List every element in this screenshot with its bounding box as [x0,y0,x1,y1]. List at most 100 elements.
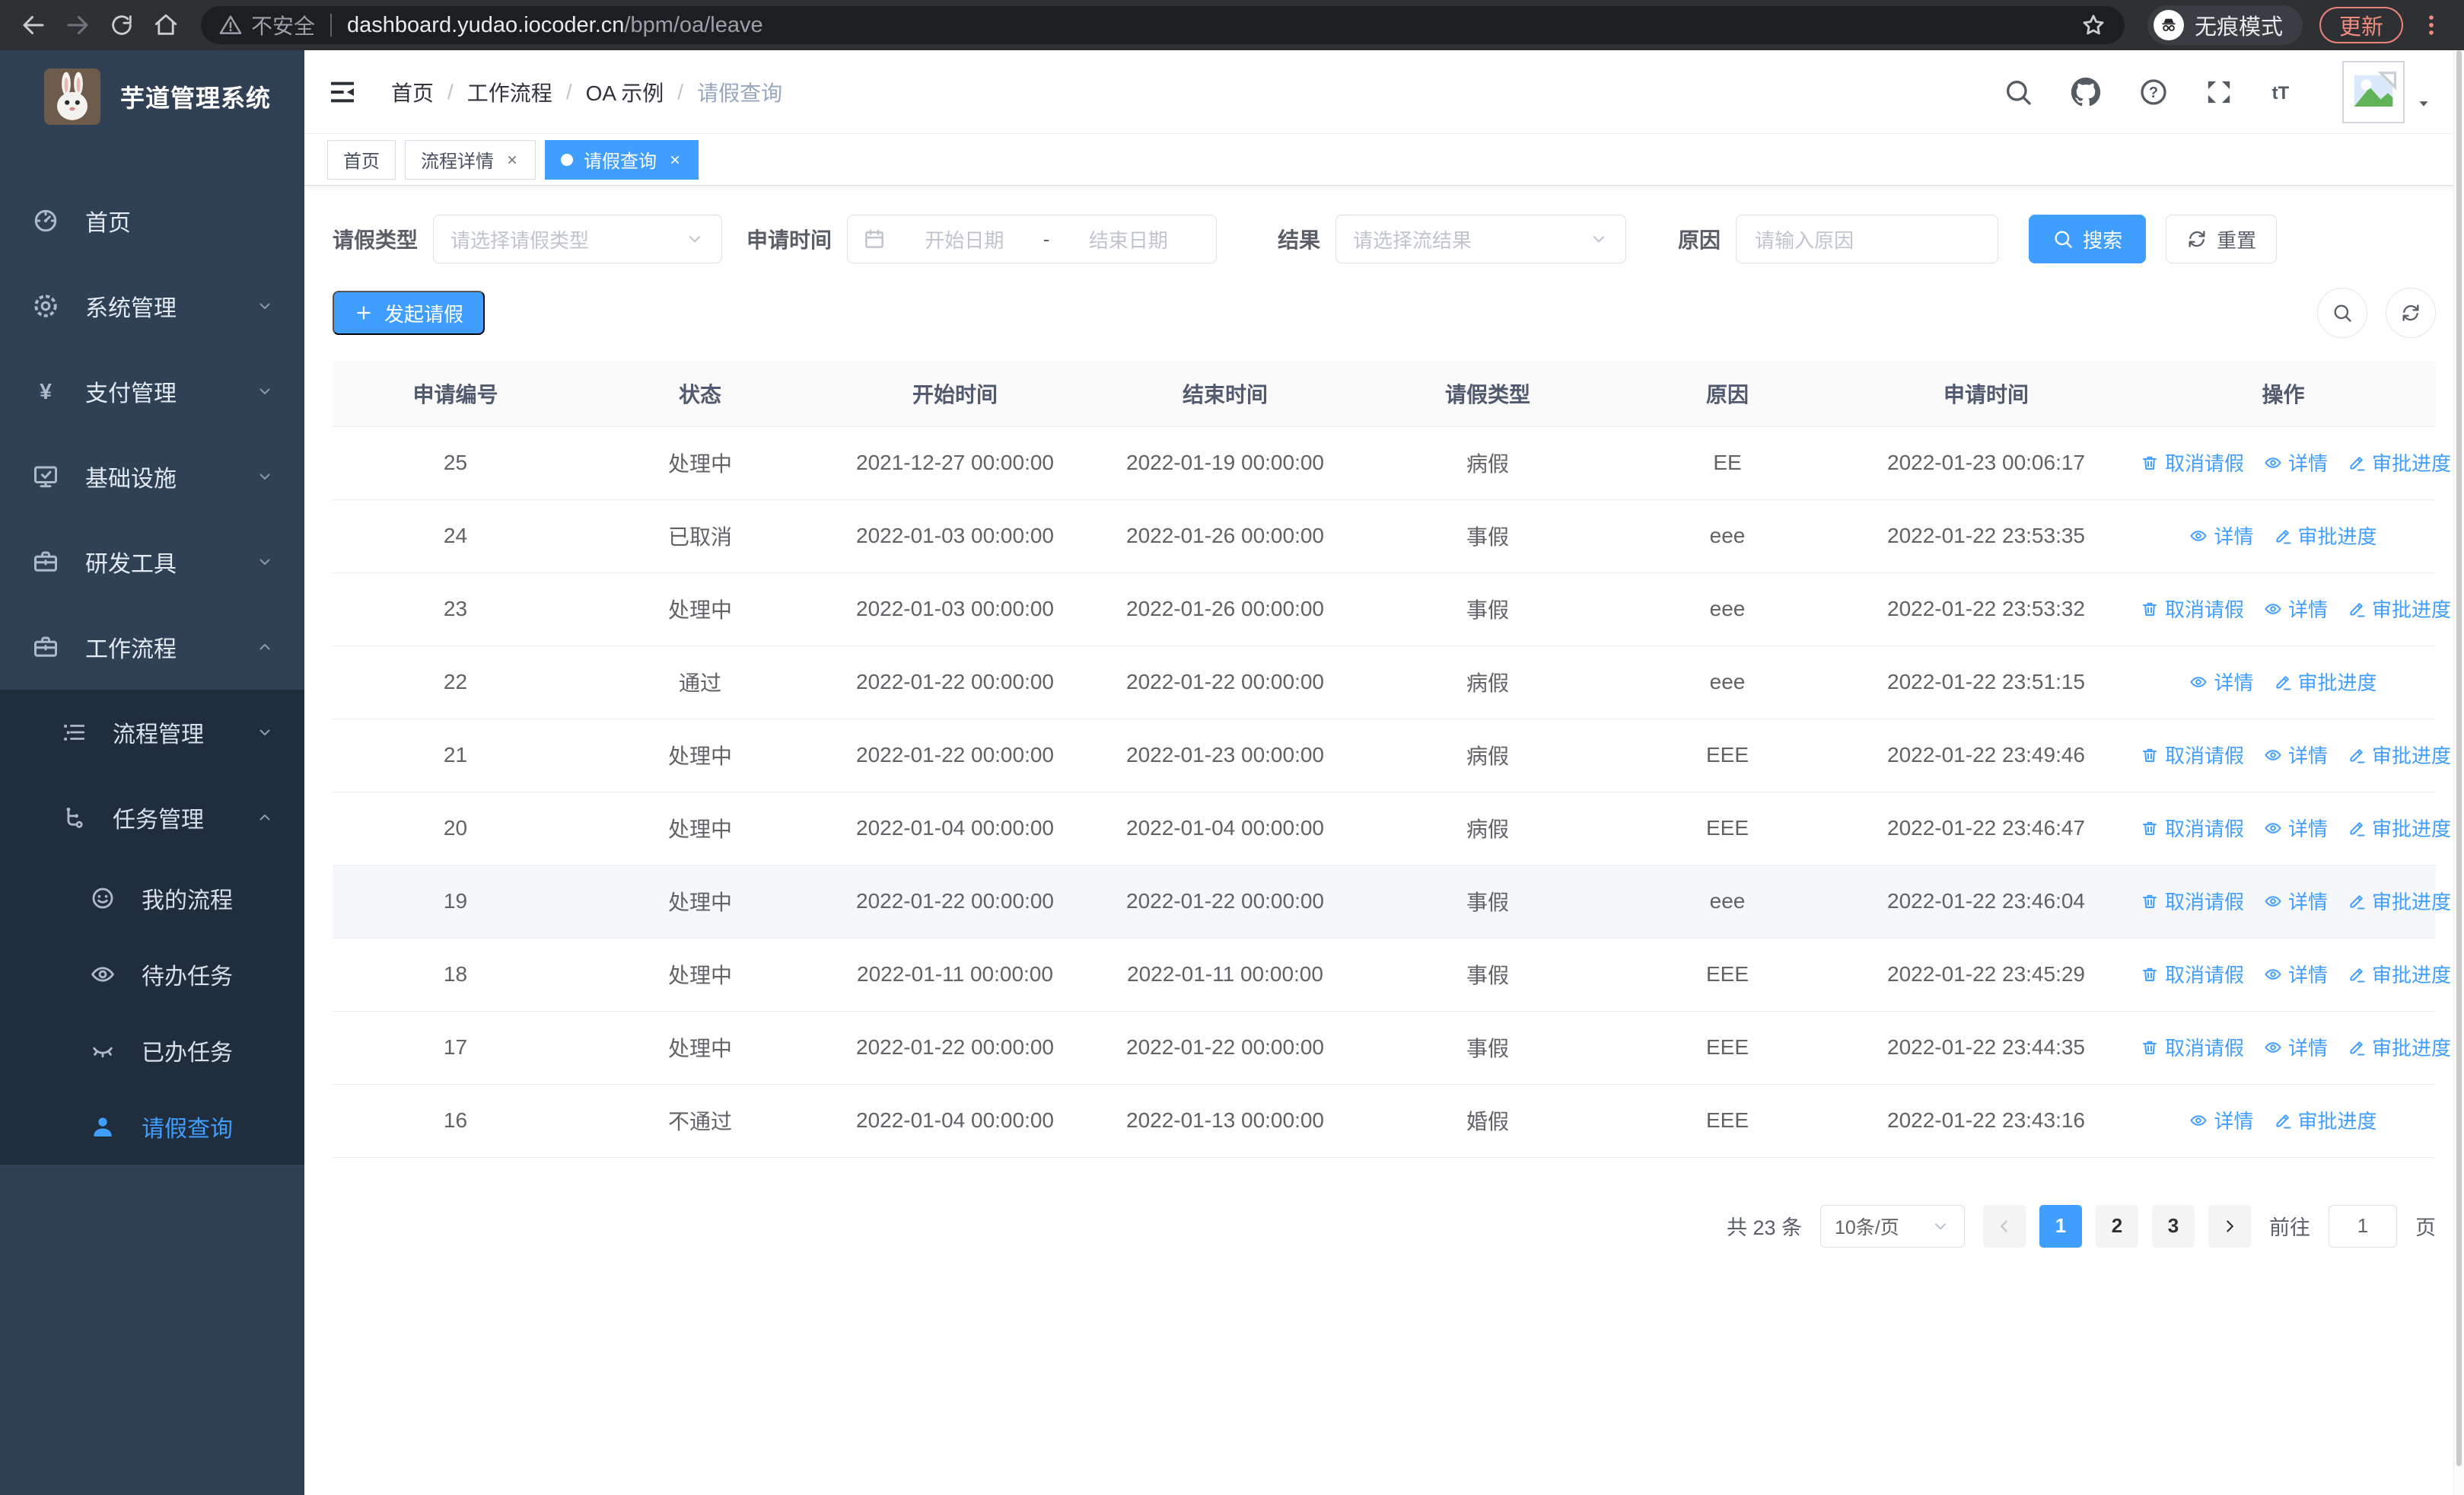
cancel-leave-link[interactable]: 取消请假 [2141,814,2244,842]
bookmark-star-icon[interactable] [2080,12,2106,38]
detail-link[interactable]: 详情 [2264,594,2328,623]
sidebar-item-请假查询[interactable]: 请假查询 [0,1089,304,1165]
scrollbar[interactable] [2453,50,2464,1495]
page-button-3[interactable]: 3 [2152,1204,2195,1248]
approval-progress-link[interactable]: 审批进度 [2348,814,2451,842]
sidebar-item-流程管理[interactable]: 流程管理 [0,690,304,775]
sidebar-item-工作流程[interactable]: 工作流程 [0,604,304,690]
refresh-table-button[interactable] [2386,288,2436,338]
refresh-icon [2400,302,2421,324]
sidebar-item-任务管理[interactable]: 任务管理 [0,775,304,860]
cancel-leave-link[interactable]: 取消请假 [2141,1033,2244,1061]
column-header: 请假类型 [1362,361,1613,427]
view-icon [2264,892,2282,910]
detail-link[interactable]: 详情 [2264,448,2328,477]
page-size-select[interactable]: 10条/页 [1820,1204,1965,1248]
cell-end: 2022-01-22 00:00:00 [1088,865,1362,939]
forward-icon[interactable] [58,5,97,45]
tab-流程详情[interactable]: 流程详情 [405,139,536,180]
tab-请假查询[interactable]: 请假查询 [545,139,699,180]
detail-link[interactable]: 详情 [2264,960,2328,988]
cell-reason: EEE [1613,1084,1842,1158]
approval-progress-link[interactable]: 审批进度 [2348,448,2451,477]
approval-progress-link[interactable]: 审批进度 [2274,668,2377,696]
sidebar-item-基础设施[interactable]: 基础设施 [0,434,304,519]
approval-progress-link[interactable]: 审批进度 [2348,960,2451,988]
github-icon[interactable] [2068,75,2103,110]
address-bar[interactable]: 不安全 dashboard.yudao.iocoder.cn /bpm/oa/l… [201,6,2125,44]
cell-status: 不通过 [578,1084,822,1158]
detail-link[interactable]: 详情 [2264,1033,2328,1061]
next-page-button[interactable] [2208,1204,2251,1248]
chevron-down-icon [2415,95,2432,112]
approval-progress-link[interactable]: 审批进度 [2348,594,2451,623]
sidebar-item-待办任务[interactable]: 待办任务 [0,936,304,1012]
create-leave-button[interactable]: 发起请假 [333,291,485,335]
toggle-search-button[interactable] [2317,288,2367,338]
tab-首页[interactable]: 首页 [327,139,396,180]
sidebar-item-系统管理[interactable]: 系统管理 [0,263,304,349]
close-icon[interactable] [501,148,523,170]
collapse-sidebar-icon[interactable] [327,77,358,107]
breadcrumb-item[interactable]: 工作流程 [466,81,552,105]
page-button-2[interactable]: 2 [2096,1204,2138,1248]
reload-icon[interactable] [102,5,142,45]
cancel-leave-link[interactable]: 取消请假 [2141,887,2244,915]
prev-page-button[interactable] [1983,1204,2026,1248]
search-icon[interactable] [2003,77,2033,107]
table-header-row: 申请编号 状态 开始时间 结束时间 请假类型 原因 申请时间 操作 [333,361,2436,427]
apply-time-range-input[interactable]: 开始日期 - 结束日期 [847,215,1218,263]
cell-apply_time: 2022-01-22 23:46:47 [1842,792,2131,865]
help-icon[interactable]: ? [2138,77,2169,107]
detail-link[interactable]: 详情 [2189,1106,2254,1134]
approval-progress-link[interactable]: 审批进度 [2348,741,2451,769]
leave-type-select[interactable]: 请选择请假类型 [433,215,723,263]
avatar[interactable] [2342,60,2405,123]
result-select[interactable]: 请选择流结果 [1335,215,1627,263]
reason-input[interactable]: 请输入原因 [1736,215,1999,263]
update-button[interactable]: 更新 [2319,7,2403,43]
cancel-leave-link[interactable]: 取消请假 [2141,594,2244,623]
sidebar-item-label: 基础设施 [85,467,177,492]
detail-link[interactable]: 详情 [2264,887,2328,915]
app-logo[interactable]: 芋道管理系统 [0,50,304,143]
cancel-leave-link[interactable]: 取消请假 [2141,741,2244,769]
fullscreen-icon[interactable] [2204,77,2234,107]
chevron-right-icon [2220,1216,2240,1236]
cell-start: 2022-01-22 00:00:00 [822,719,1088,792]
page-button-1[interactable]: 1 [2039,1204,2082,1248]
search-button[interactable]: 搜索 [2029,215,2147,263]
home-icon[interactable] [146,5,186,45]
font-size-icon[interactable]: tT [2269,75,2303,109]
sidebar-item-研发工具[interactable]: 研发工具 [0,519,304,604]
sidebar-item-已办任务[interactable]: 已办任务 [0,1012,304,1089]
goto-page-input[interactable] [2329,1204,2397,1248]
breadcrumb-item: 请假查询 [697,81,783,105]
cell-type: 事假 [1362,1011,1613,1085]
security-label: 不安全 [251,14,316,38]
reset-button[interactable]: 重置 [2166,215,2278,263]
close-icon[interactable] [664,148,686,170]
detail-link[interactable]: 详情 [2189,521,2254,550]
cancel-leave-link[interactable]: 取消请假 [2141,960,2244,988]
detail-link-label: 详情 [2214,525,2254,549]
approval-progress-link[interactable]: 审批进度 [2348,1033,2451,1061]
cancel-leave-link[interactable]: 取消请假 [2141,448,2244,477]
approval-progress-link[interactable]: 审批进度 [2274,521,2377,550]
browser-menu-icon[interactable] [2418,12,2444,38]
cell-type: 病假 [1362,792,1613,865]
cell-reason: EEE [1613,1011,1842,1085]
detail-link[interactable]: 详情 [2264,814,2328,842]
approval-progress-link[interactable]: 审批进度 [2348,887,2451,915]
detail-link[interactable]: 详情 [2189,668,2254,696]
user-menu[interactable] [2342,60,2432,123]
breadcrumb-item[interactable]: 首页 [391,81,435,105]
total-count: 共 23 条 [1726,1216,1802,1239]
detail-link[interactable]: 详情 [2264,741,2328,769]
back-icon[interactable] [14,5,53,45]
sidebar-item-我的流程[interactable]: 我的流程 [0,860,304,936]
sidebar-item-支付管理[interactable]: ¥ 支付管理 [0,349,304,434]
sidebar-item-首页[interactable]: 首页 [0,178,304,263]
breadcrumb-item[interactable]: OA 示例 [585,81,664,105]
approval-progress-link[interactable]: 审批进度 [2274,1106,2377,1134]
